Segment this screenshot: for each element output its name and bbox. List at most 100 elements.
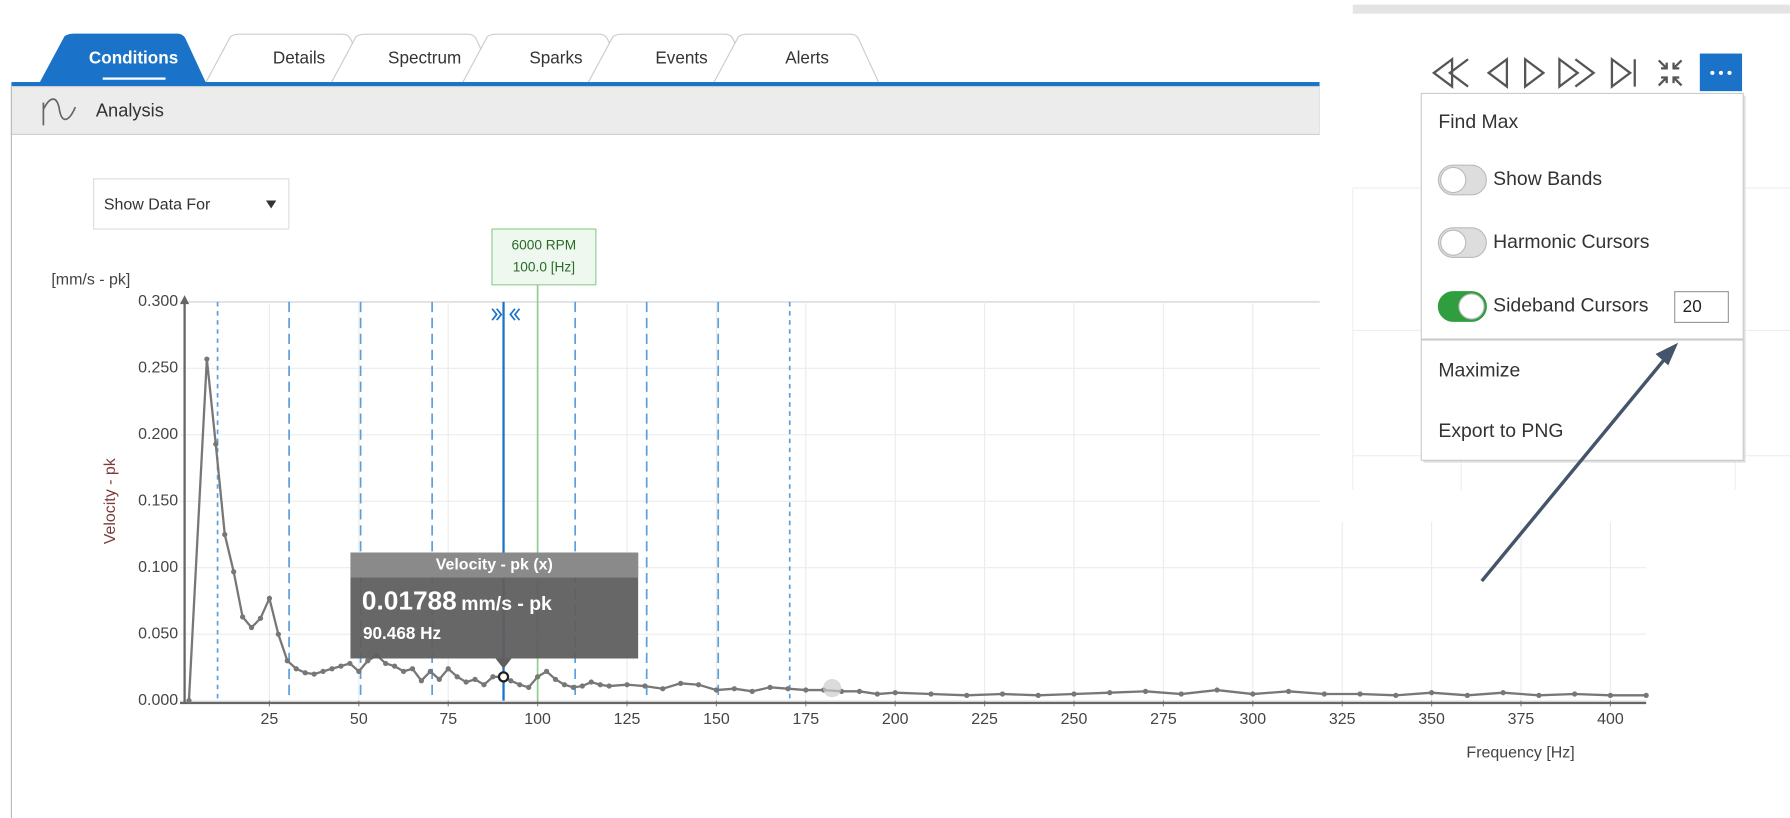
tab[interactable] — [461, 33, 629, 84]
spectrum-point — [856, 688, 863, 694]
tab[interactable] — [586, 33, 755, 84]
spectrum-point — [427, 668, 433, 675]
menu-item[interactable]: Export to PNG — [1438, 420, 1563, 442]
spectrum-point — [347, 660, 353, 667]
tab-label: Events — [655, 49, 707, 68]
spectrum-point — [481, 682, 487, 688]
x-tick-label: 200 — [882, 711, 909, 728]
x-tick-label: 350 — [1418, 711, 1445, 728]
spectrum-point — [463, 679, 469, 685]
spectrum-point — [222, 531, 228, 538]
x-tick-label: 125 — [614, 711, 641, 728]
tab-bar: Conditions Details Spectrum Sparks Events Ale… — [39, 33, 880, 84]
toggle-knob[interactable] — [1458, 293, 1485, 320]
spectrum-point — [284, 658, 290, 664]
menu-item[interactable]: Maximize — [1438, 360, 1520, 382]
spectrum-point — [409, 666, 416, 672]
btn-next[interactable] — [1524, 56, 1546, 89]
btn-collapse[interactable] — [1657, 59, 1683, 87]
x-tick-label: 100 — [524, 711, 551, 728]
btn-fast-forward[interactable] — [1558, 56, 1596, 89]
tab[interactable] — [712, 33, 880, 84]
cursor-handle-right — [509, 308, 521, 321]
spectrum-point — [660, 686, 666, 692]
spectrum-point — [329, 666, 335, 672]
spectrum-point — [383, 660, 389, 667]
rpm-marker-box — [491, 228, 597, 286]
spectrum-point — [597, 682, 603, 688]
spectrum-point — [1572, 691, 1578, 697]
spectrum-point — [874, 691, 880, 697]
spectrum-point — [526, 684, 532, 690]
toggle-knob[interactable] — [1440, 166, 1467, 194]
hover-highlight — [823, 679, 842, 698]
dropdown-caret — [265, 200, 277, 209]
tab-label: Sparks — [529, 49, 582, 68]
spectrum-point — [1214, 687, 1220, 693]
toggle-knob[interactable] — [1440, 229, 1467, 256]
x-tick-label: 175 — [792, 711, 819, 728]
annotation-arrow — [1480, 355, 1669, 583]
spectrum-point — [731, 686, 737, 692]
spectrum-point — [302, 670, 308, 676]
spectrum-point — [1285, 688, 1292, 694]
x-tick-label: 150 — [703, 711, 730, 728]
spectrum-point — [472, 676, 478, 683]
spectrum-point — [1464, 692, 1470, 698]
spectrum-point — [543, 668, 550, 675]
spectrum-point — [231, 569, 237, 575]
tab[interactable] — [204, 33, 372, 84]
tab-active-indicator — [102, 77, 166, 80]
menu — [1420, 92, 1744, 461]
spectrum-point — [695, 682, 702, 688]
dropdown[interactable] — [93, 178, 290, 230]
spectrum-point — [311, 671, 317, 677]
tooltip-pointer — [495, 658, 512, 669]
x-tick-label: 225 — [971, 711, 998, 728]
toolbar — [10, 86, 1321, 136]
panel-top-bar — [1352, 4, 1790, 14]
spectrum-point — [1536, 692, 1542, 698]
menu-item[interactable]: Find Max — [1438, 111, 1518, 133]
spectrum-point — [490, 674, 496, 680]
spectrum-point — [713, 687, 720, 693]
spacing-input[interactable] — [1674, 291, 1729, 323]
cursor-point — [497, 671, 510, 683]
tab-active[interactable] — [39, 33, 207, 84]
tab-label: Details — [273, 49, 325, 68]
tab[interactable] — [330, 33, 498, 84]
toolbar-title: Analysis — [96, 99, 164, 120]
menu-item[interactable]: Sideband Cursors — [1493, 295, 1648, 317]
tooltip-title: Velocity - pk (x) — [436, 556, 553, 573]
btn-last[interactable] — [1610, 56, 1636, 89]
y-tick-label: 0.000 — [138, 692, 178, 709]
btn-prev[interactable] — [1486, 56, 1509, 89]
spectrum-point — [338, 663, 344, 669]
spectrum-point — [749, 688, 755, 694]
spectrum-point — [1643, 692, 1649, 698]
spectrum-point — [418, 678, 425, 684]
chart: 0.000 0.050 0.100 0.150 0.200 0.250 0.300 25 50 7… — [51, 228, 1649, 761]
menu-item[interactable]: Show Bands — [1493, 168, 1602, 190]
spectrum-point — [999, 691, 1006, 697]
spectrum-point — [257, 615, 264, 621]
spectrum-point — [588, 679, 594, 685]
spectrum-point — [803, 687, 809, 693]
menu-item[interactable]: Harmonic Cursors — [1493, 231, 1649, 253]
rpm-marker-label: 100.0 [Hz] — [513, 259, 575, 274]
menu-panel: Find Max Show Bands Harmonic Cursors Sideba… — [1319, 0, 1790, 583]
spectrum-point — [275, 631, 281, 637]
x-axis-label: Frequency [Hz] — [1466, 744, 1574, 761]
y-tick-label: 0.150 — [138, 493, 178, 510]
spectrum-point — [1035, 692, 1041, 698]
spectrum-point — [213, 441, 219, 447]
spectrum-point — [1142, 688, 1149, 694]
dropdown-label: Show Data For — [104, 196, 211, 213]
btn-first[interactable] — [1431, 56, 1469, 89]
spectrum-point — [767, 684, 773, 690]
spectrum-point — [928, 691, 934, 697]
spectrum-point — [445, 666, 451, 672]
rpm-marker-label: 6000 RPM — [512, 238, 577, 253]
spectrum-point — [517, 682, 523, 688]
